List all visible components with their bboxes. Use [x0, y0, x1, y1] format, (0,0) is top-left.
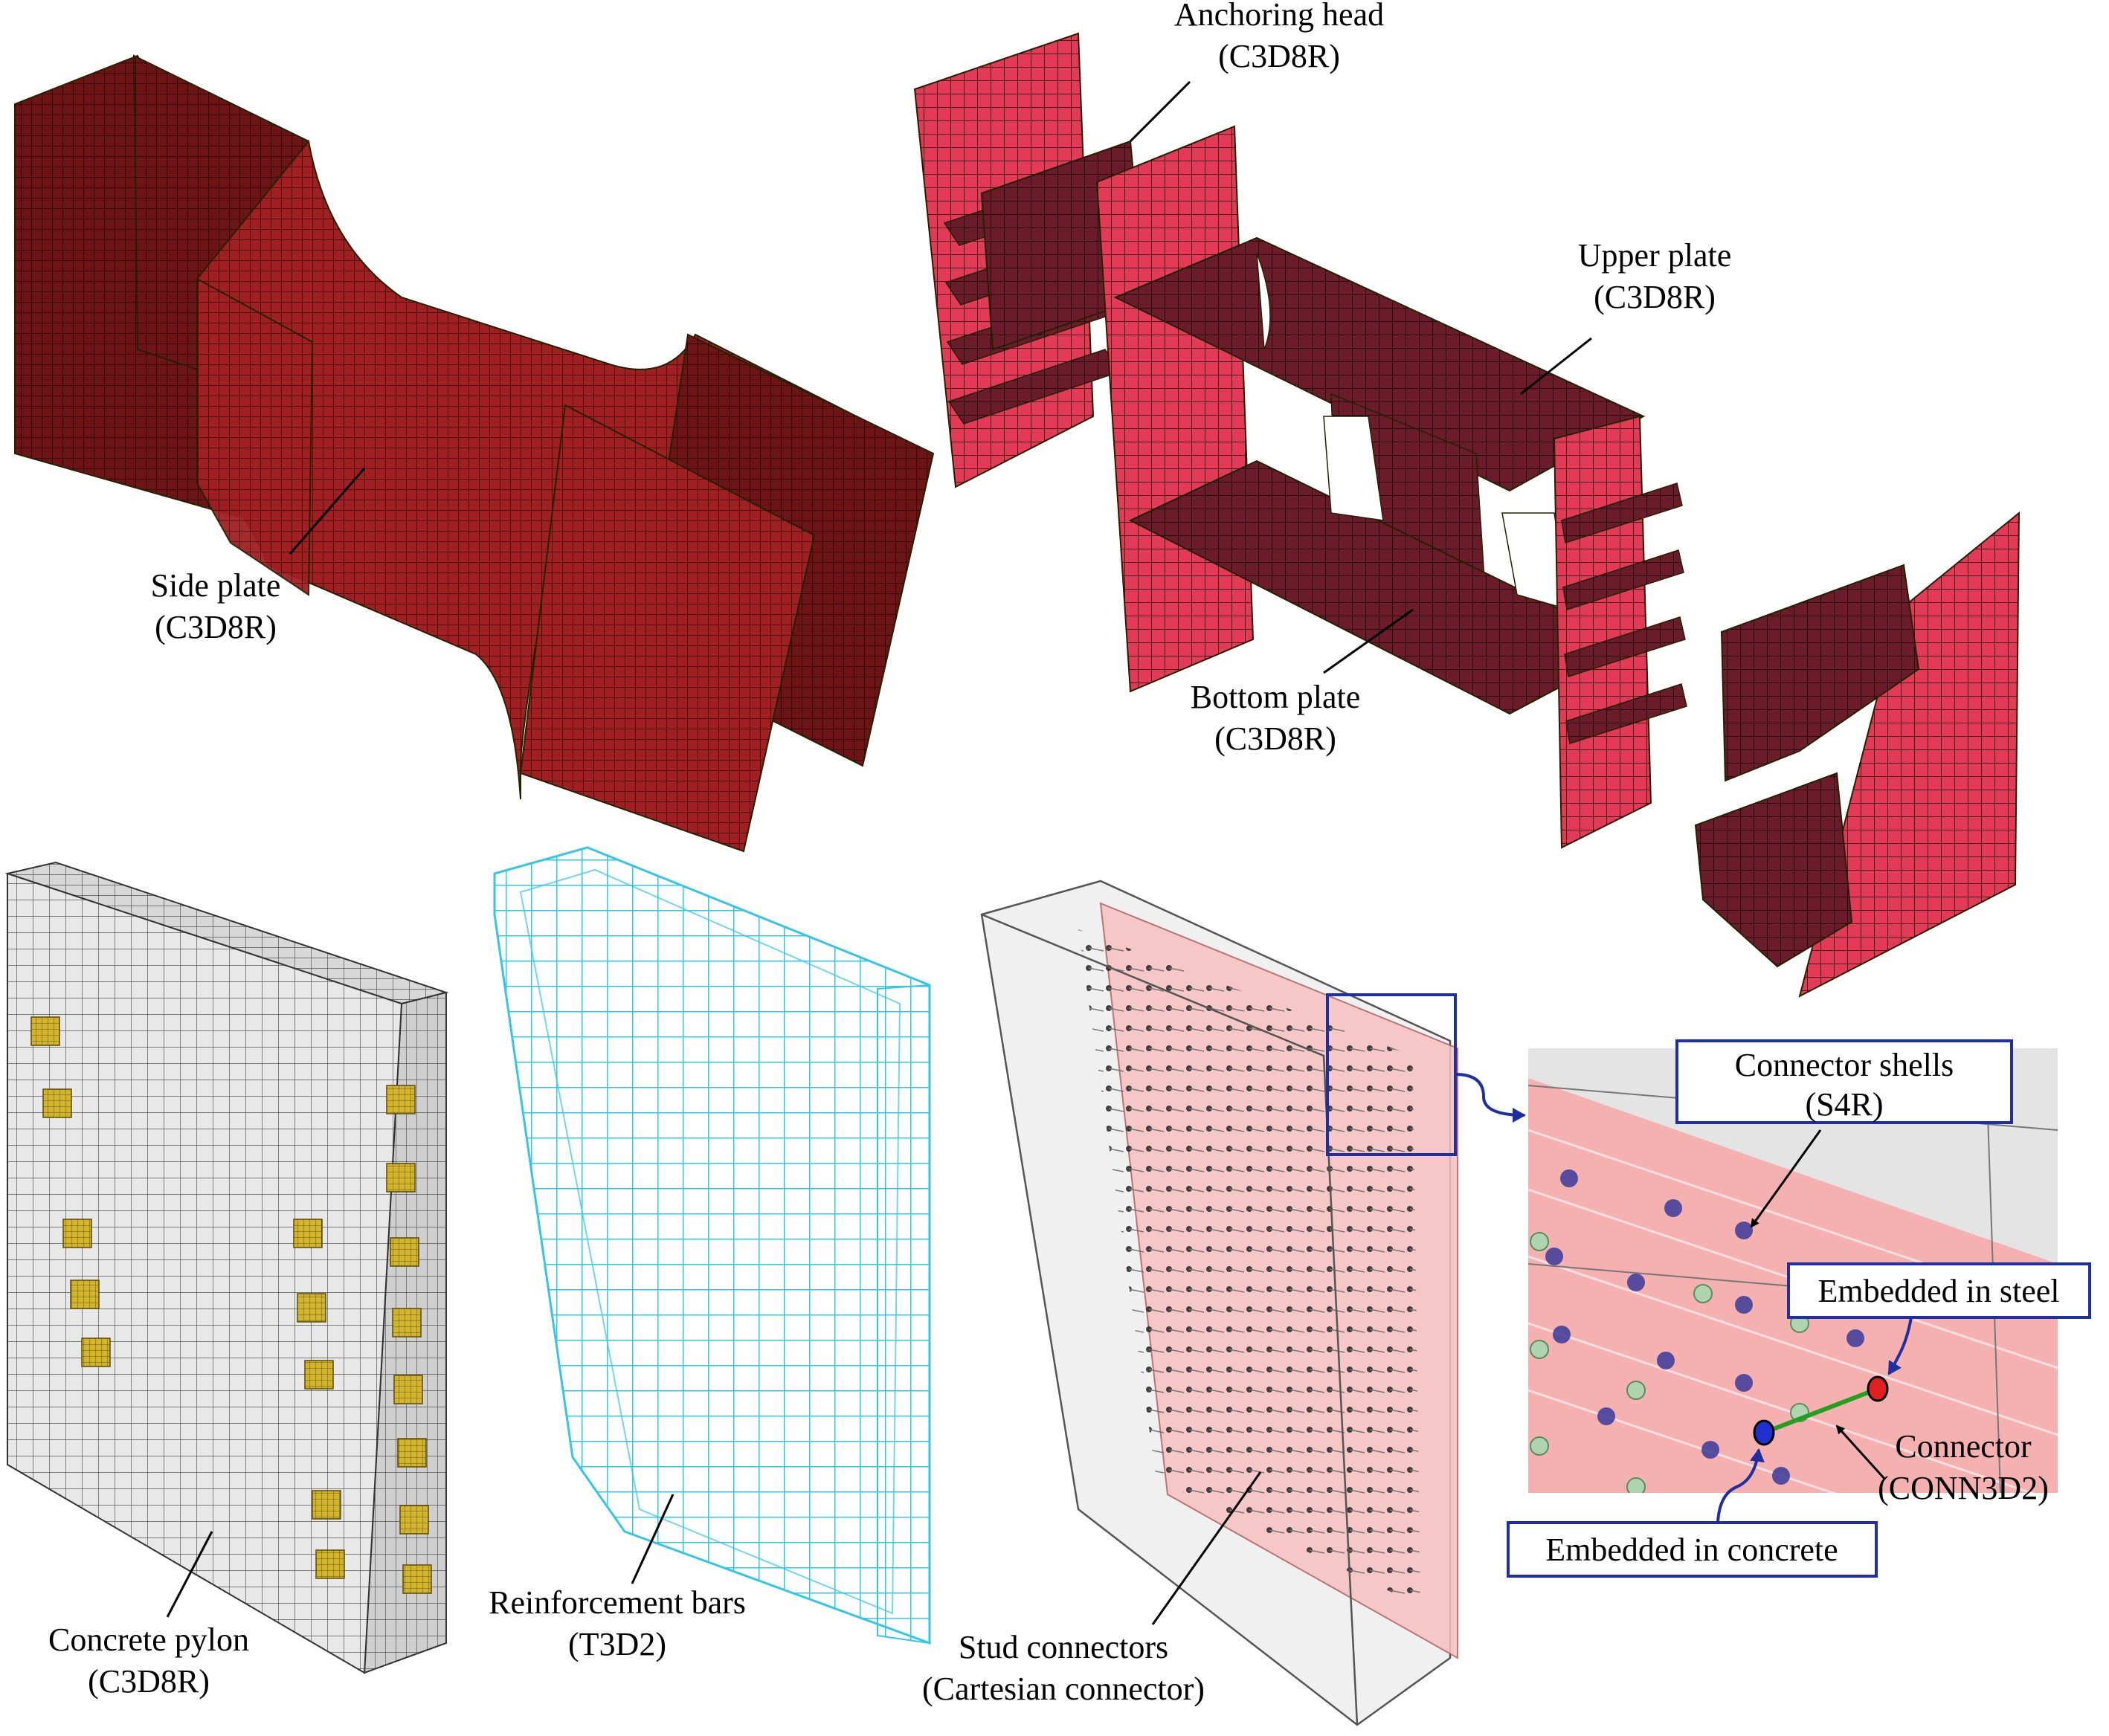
anchor-middle-plate [1095, 125, 1255, 693]
concrete-pylon-model [4, 861, 449, 1674]
upper-plate-element: (C3D8R) [1594, 279, 1716, 315]
connector-arrow [1835, 1424, 1887, 1481]
anchor-right-stiffeners [1561, 483, 1687, 744]
reinforcement-bars-label: Reinforcement bars [489, 1584, 746, 1621]
side-plate-element: (C3D8R) [155, 609, 277, 645]
stud-connectors-label: Stud connectors [959, 1629, 1168, 1665]
side-plate-leader [289, 468, 366, 555]
anchor-far-right-blocks [1694, 564, 1920, 968]
connector-label: Connector [1895, 1428, 2032, 1465]
stud-connectors-model [980, 880, 1458, 1726]
connector-shells-label: Connector shells [1735, 1047, 1954, 1083]
anchor-box-model [913, 32, 2021, 998]
concrete-pylon-leader [166, 1531, 213, 1618]
pylon-front-face [7, 872, 403, 1674]
connector-shells-element: (S4R) [1805, 1086, 1883, 1123]
embedded-steel-arrow [1887, 1317, 1913, 1375]
side-plate-front-left [196, 277, 314, 596]
bottom-plate-element: (C3D8R) [1214, 720, 1336, 757]
reinforcement-bars-leader [631, 1494, 674, 1584]
embedded-concrete-arrow [1716, 1448, 1765, 1523]
stud-connectors-element: (Cartesian connector) [922, 1671, 1205, 1707]
connector-element [1762, 1387, 1879, 1435]
embedded-steel-label: Embedded in steel [1817, 1273, 2059, 1309]
embedded-concrete-box [1507, 1521, 1878, 1578]
embedded-concrete-label: Embedded in concrete [1545, 1532, 1838, 1568]
anchoring-head-element: (C3D8R) [1218, 38, 1340, 74]
concrete-pylon-element: (C3D8R) [88, 1663, 210, 1700]
connector-element-label: (CONN3D2) [1878, 1470, 2049, 1506]
bottom-plate-label: Bottom plate [1191, 679, 1361, 715]
connector-shells-box [1675, 1039, 2013, 1124]
connector-shells-arrow [1750, 1129, 1822, 1228]
stud-connectors-leader [1151, 1471, 1262, 1625]
zoom-concrete-nodes [1545, 1169, 1864, 1485]
node-embedded-steel [1867, 1375, 1889, 1402]
node-embedded-concrete [1753, 1419, 1775, 1446]
bearing-pads [30, 1016, 432, 1594]
stud-box-edges [981, 913, 1359, 1726]
upper-plate-label: Upper plate [1578, 237, 1731, 274]
side-plate-front [519, 404, 816, 853]
stud-grid [1078, 929, 1420, 1606]
rebar-cage-side [877, 984, 930, 1645]
concrete-pylon-label: Concrete pylon [48, 1622, 249, 1658]
anchoring-head-label: Anchoring head [1174, 0, 1384, 33]
reinforcement-bars-element: (T3D2) [568, 1626, 666, 1662]
side-plate-model [14, 54, 935, 853]
rebar-cage-model [493, 846, 931, 1645]
upper-plate-leader [1520, 337, 1592, 396]
zoom-link-arrow [1455, 1073, 1526, 1123]
embedded-steel-box [1787, 1262, 2091, 1319]
bottom-plate-leader [1323, 608, 1414, 674]
anchoring-head-leader [1129, 80, 1191, 143]
side-plate-label: Side plate [151, 567, 281, 604]
